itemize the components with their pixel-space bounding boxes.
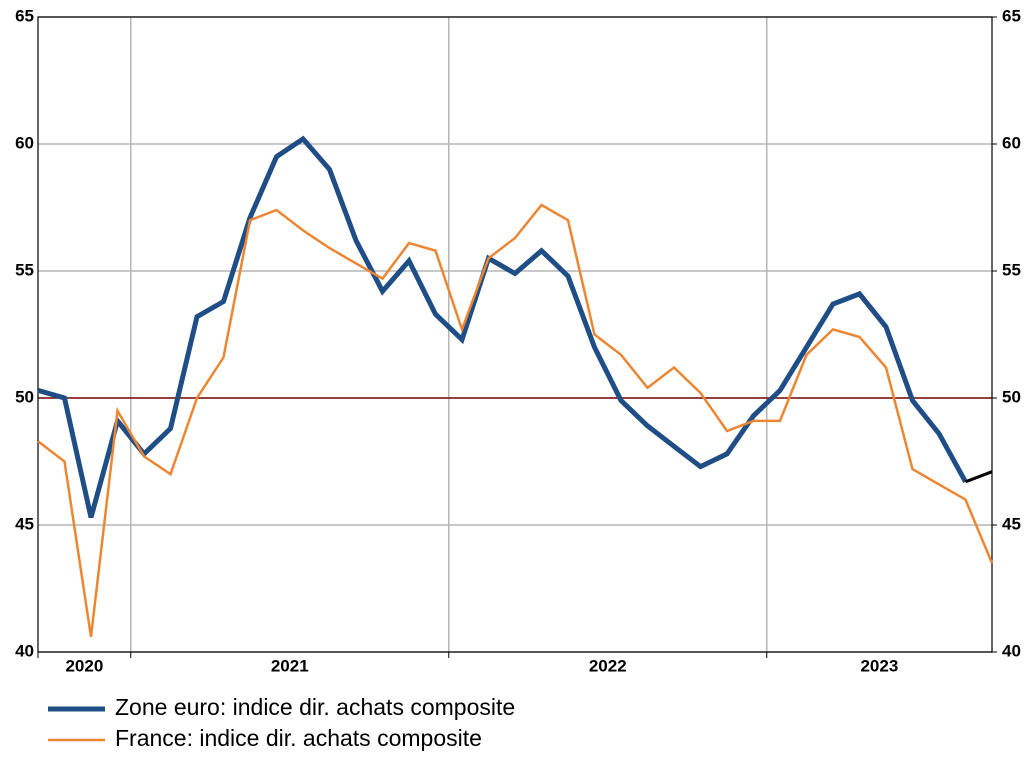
series-line: [964, 470, 993, 484]
y2-tick-label: 65: [1002, 6, 1021, 25]
y-tick-label: 65: [15, 6, 34, 25]
legend-label: Zone euro: indice dir. achats composite: [115, 694, 515, 720]
x-tick-label: 2023: [860, 656, 898, 675]
y-tick-label: 55: [15, 260, 34, 279]
x-tick-label: 2021: [271, 656, 309, 675]
y2-tick-label: 55: [1002, 260, 1021, 279]
y2-tick-label: 40: [1002, 641, 1021, 660]
plot-frame: [37, 16, 993, 653]
series-line: [37, 135, 968, 519]
y-tick-label: 40: [15, 641, 34, 660]
series-line: [37, 203, 994, 637]
x-tick-label: 2022: [589, 656, 627, 675]
legend-label: France: indice dir. achats composite: [115, 725, 482, 751]
x-tick-label: 2020: [65, 656, 103, 675]
y-tick-label: 60: [15, 133, 34, 152]
y2-tick-label: 50: [1002, 387, 1021, 406]
y2-tick-label: 60: [1002, 133, 1021, 152]
y-tick-label: 45: [15, 514, 34, 533]
y-tick-label: 50: [15, 387, 34, 406]
y2-tick-label: 45: [1002, 514, 1021, 533]
